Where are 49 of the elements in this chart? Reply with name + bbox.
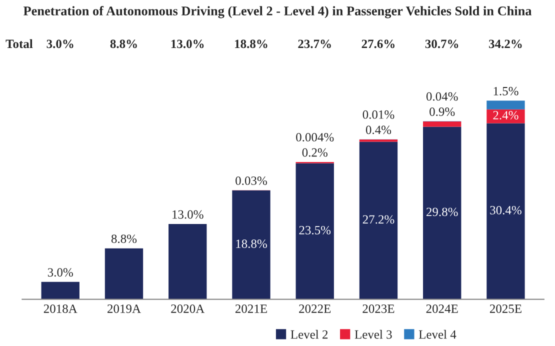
x-tick-label: 2018A bbox=[44, 304, 78, 313]
bar bbox=[423, 126, 462, 300]
legend-label: Level 4 bbox=[418, 330, 456, 339]
data-label: 8.8% bbox=[111, 234, 137, 244]
bar bbox=[104, 248, 144, 300]
data-label: 30.4% bbox=[490, 206, 522, 214]
data-label: 0.01% bbox=[362, 110, 394, 119]
chart-title: Penetration of Autonomous Driving (Level 2 - Level 4) in Passenger Vehicles Sold in China bbox=[23, 6, 532, 18]
data-label: 23.5% bbox=[299, 226, 331, 234]
data-label: 0.004% bbox=[296, 132, 334, 142]
bar bbox=[486, 123, 525, 300]
text: 34.2% bbox=[489, 40, 522, 48]
text: 13.0% bbox=[171, 40, 204, 48]
data-label: 3.0% bbox=[48, 268, 73, 277]
x-tick-label: 2021E bbox=[235, 304, 267, 313]
data-label: 0.03% bbox=[236, 176, 267, 185]
x-tick-label: 2020A bbox=[171, 304, 205, 313]
data-label: 13.0% bbox=[172, 210, 204, 219]
bar bbox=[486, 100, 525, 110]
data-label: 0.2% bbox=[302, 148, 328, 157]
text: 23.7% bbox=[298, 40, 331, 48]
bar bbox=[423, 122, 462, 127]
x-tick-label: 2022E bbox=[299, 304, 331, 313]
data-label: 29.8% bbox=[426, 208, 458, 216]
data-label: 0.4% bbox=[366, 126, 392, 134]
bar bbox=[168, 224, 207, 300]
text: 27.6% bbox=[362, 40, 394, 48]
x-tick-label: 2019A bbox=[108, 304, 141, 313]
data-label: 1.5% bbox=[494, 86, 518, 96]
x-tick-label: 2025E bbox=[490, 304, 522, 313]
text: 30.7% bbox=[425, 40, 458, 48]
bar bbox=[296, 163, 334, 300]
data-label: 0.04% bbox=[426, 92, 458, 101]
legend-label: Level 3 bbox=[354, 330, 392, 339]
text: 8.8% bbox=[110, 40, 137, 48]
x-tick-label: 2024E bbox=[426, 304, 458, 313]
data-label: 0.9% bbox=[430, 108, 455, 116]
bar bbox=[41, 282, 80, 300]
bar bbox=[359, 139, 398, 142]
data-label: 27.2% bbox=[362, 215, 394, 224]
text: Total bbox=[6, 39, 33, 48]
text: 3.0% bbox=[46, 40, 74, 48]
data-label: 18.8% bbox=[236, 240, 267, 248]
legend-label: Level 2 bbox=[290, 330, 328, 339]
bar bbox=[359, 142, 398, 300]
x-tick-label: 2023E bbox=[362, 304, 394, 313]
bar bbox=[232, 190, 270, 300]
text: 18.8% bbox=[235, 40, 268, 48]
data-label: 2.4% bbox=[493, 110, 518, 120]
